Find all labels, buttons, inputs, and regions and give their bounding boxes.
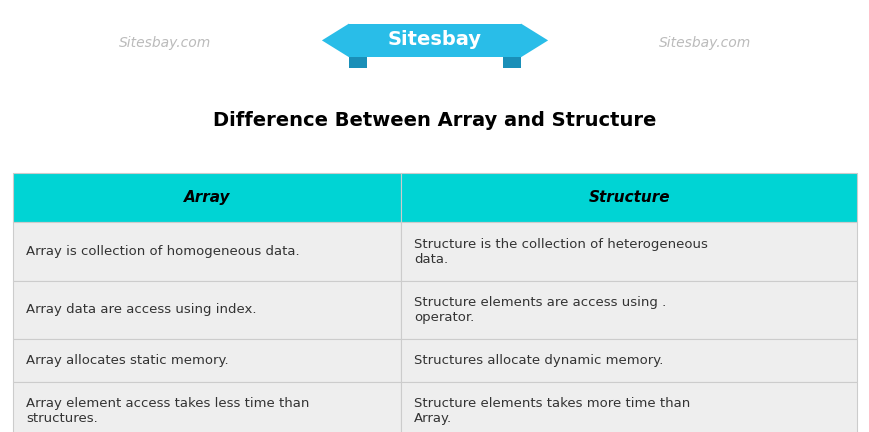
Text: Array allocates static memory.: Array allocates static memory. bbox=[26, 354, 229, 367]
Text: Sitesbay: Sitesbay bbox=[388, 30, 481, 49]
Text: Structure elements are access using .
operator.: Structure elements are access using . op… bbox=[414, 296, 666, 324]
Text: Structure is the collection of heterogeneous
data.: Structure is the collection of heterogen… bbox=[414, 238, 707, 266]
Text: Structure elements takes more time than
Array.: Structure elements takes more time than … bbox=[414, 397, 690, 426]
Text: Array is collection of homogeneous data.: Array is collection of homogeneous data. bbox=[26, 245, 300, 258]
Text: Structure: Structure bbox=[587, 190, 669, 205]
Polygon shape bbox=[348, 57, 367, 69]
Text: Sitesbay.com: Sitesbay.com bbox=[119, 36, 211, 50]
Text: Sitesbay.com: Sitesbay.com bbox=[658, 36, 750, 50]
Text: Difference Between Array and Structure: Difference Between Array and Structure bbox=[213, 111, 656, 130]
Polygon shape bbox=[521, 23, 547, 57]
Text: Array data are access using index.: Array data are access using index. bbox=[26, 303, 256, 317]
Text: Array element access takes less time than
structures.: Array element access takes less time tha… bbox=[26, 397, 309, 426]
Polygon shape bbox=[322, 23, 348, 57]
Text: Structures allocate dynamic memory.: Structures allocate dynamic memory. bbox=[414, 354, 663, 367]
Polygon shape bbox=[502, 57, 521, 69]
Polygon shape bbox=[348, 23, 521, 57]
Text: Array: Array bbox=[183, 190, 230, 205]
